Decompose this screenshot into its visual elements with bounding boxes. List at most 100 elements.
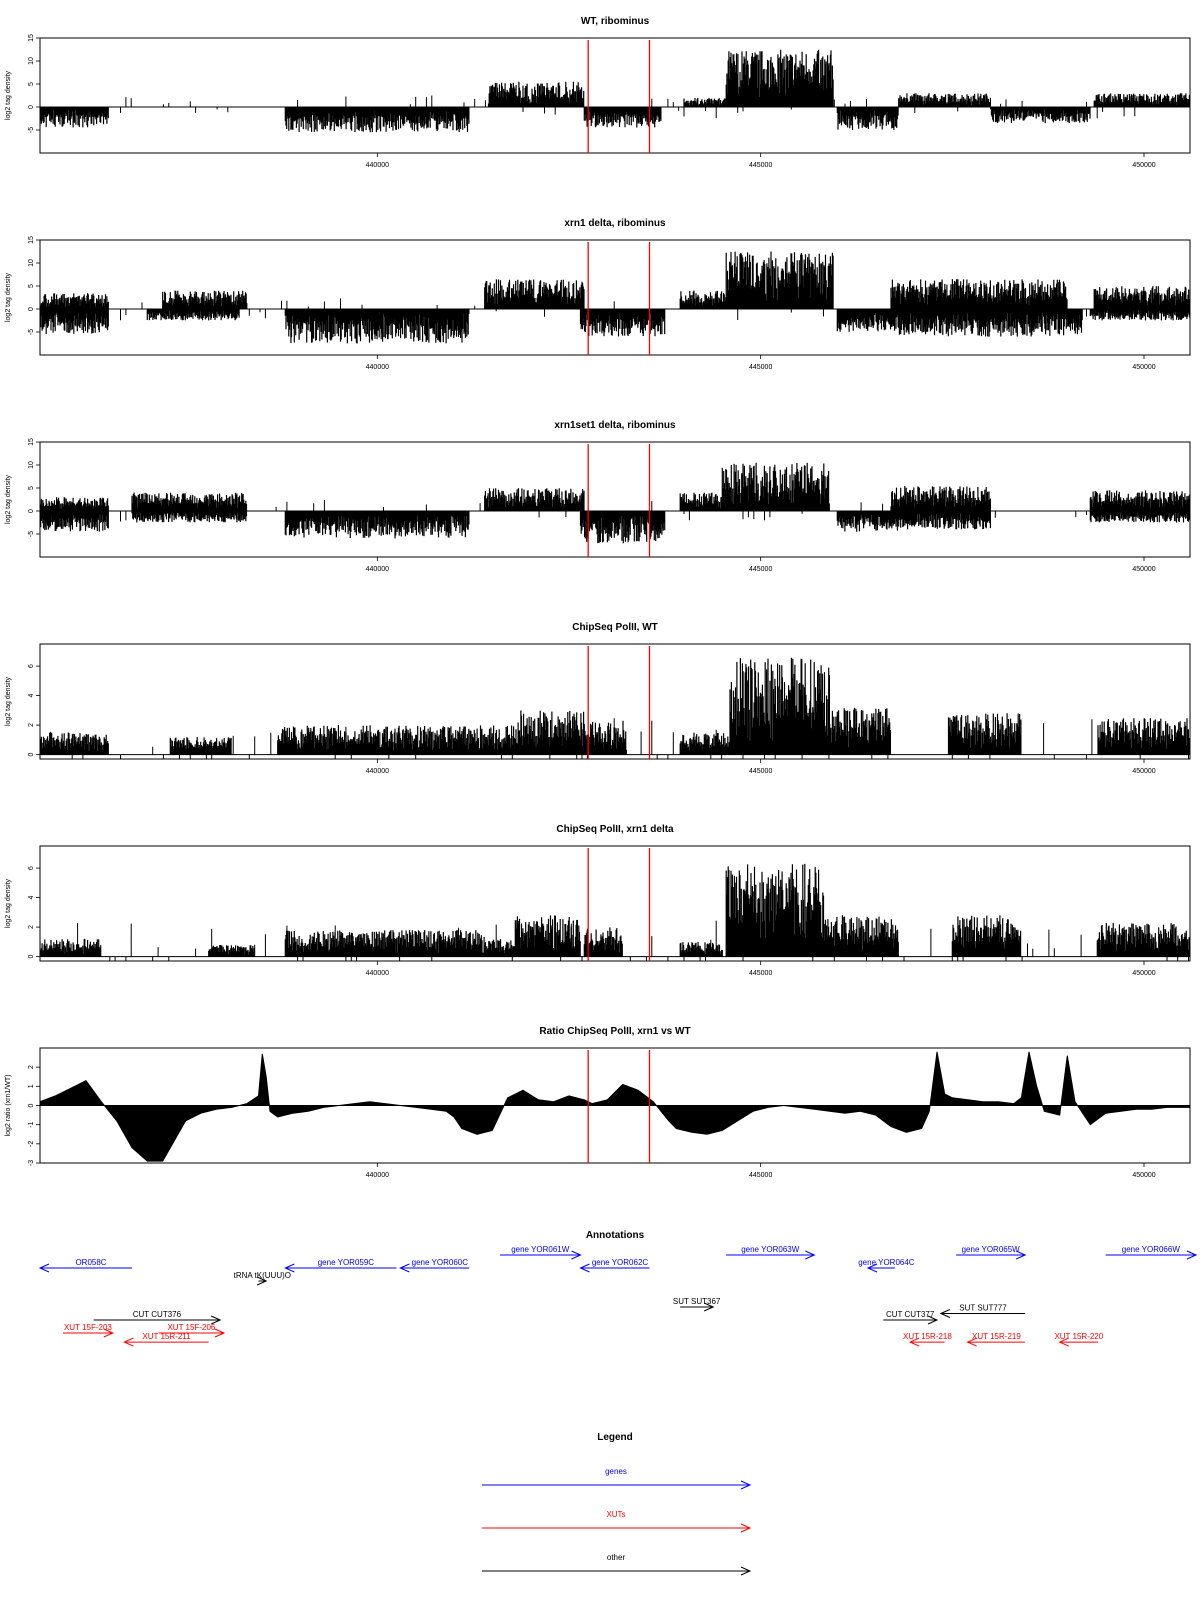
annotation-label: OR058C — [75, 1258, 106, 1267]
annotation-other-13: SUT SUT777 — [939, 1304, 1026, 1318]
panel-2: xrn1 delta, ribominus -5 0 5 10 15 log2 tag de… — [5, 218, 1191, 371]
signal-plus — [162, 290, 248, 309]
signal-plus — [583, 720, 627, 755]
signal-minus — [1089, 309, 1190, 321]
panel-title: xrn1 delta, ribominus — [564, 218, 666, 229]
sparse-signal — [50, 718, 1189, 759]
signal-plus — [898, 93, 991, 107]
ratio-area — [40, 1051, 1190, 1162]
arrow-head — [256, 1276, 268, 1286]
annotation-xut-14: XUT 15F-203 — [63, 1323, 115, 1338]
annotation-other-10: CUT CUT376 — [93, 1310, 222, 1325]
y-axis-label: log2 tag density — [5, 272, 12, 322]
arrow-head — [210, 1315, 222, 1325]
signal-minus — [898, 511, 991, 530]
legend-item-xut: XUTs — [482, 1510, 752, 1533]
y-axis-label: log2 tag density — [5, 676, 12, 726]
annotation-label: SUT SUT777 — [959, 1304, 1007, 1313]
y-tick-label: 4 — [28, 896, 35, 900]
data-layer — [40, 462, 1190, 544]
x-tick-label: 440000 — [366, 364, 389, 371]
y-tick-label: 6 — [28, 866, 35, 870]
signal-minus — [579, 511, 666, 544]
y-axis-label: log2 tag density — [5, 70, 12, 120]
y-axis-label: log2 tag density — [5, 878, 12, 928]
x-tick-label: 450000 — [1132, 162, 1155, 169]
signal-plus — [484, 279, 585, 309]
signal-plus — [729, 657, 830, 755]
annotation-label: XUT 15R-220 — [1054, 1332, 1103, 1341]
arrow-head — [908, 1337, 920, 1347]
arrow-head — [284, 1263, 295, 1273]
signal-minus — [40, 107, 109, 128]
signal-minus — [131, 511, 248, 523]
annotation-label: XUT 15F-206 — [167, 1323, 215, 1332]
legend-label: genes — [605, 1467, 627, 1476]
panel-4: ChipSeq PolII, WT 0 2 4 6 log2 tag density 440… — [5, 622, 1191, 775]
signal-minus — [836, 511, 899, 532]
signal-minus — [836, 309, 899, 332]
signal-minus — [990, 107, 1091, 124]
signal-plus — [484, 488, 585, 511]
x-tick-label: 445000 — [749, 970, 772, 977]
legend-arrow-head — [740, 1523, 752, 1533]
arrow-head — [123, 1337, 134, 1347]
annotation-gene-5: gene YOR063W — [726, 1245, 816, 1260]
y-tick-label: 5 — [28, 82, 35, 86]
signal-minus — [284, 309, 470, 344]
signal-plus — [131, 492, 248, 511]
arrow-head — [1186, 1250, 1198, 1260]
signal-plus — [951, 915, 1022, 957]
y-tick-label: 6 — [28, 664, 35, 668]
legend-label: XUTs — [606, 1510, 625, 1519]
signal-plus — [725, 863, 827, 957]
annotation-gene-1: gene YOR059C — [284, 1258, 397, 1273]
y-tick-label: 0 — [28, 753, 35, 757]
x-tick-label: 445000 — [749, 364, 772, 371]
annotation-label: XUT 15R-218 — [903, 1332, 952, 1341]
annotation-xut-15: XUT 15F-206 — [158, 1323, 226, 1338]
signal-plus — [679, 732, 731, 755]
y-tick-label: -5 — [28, 127, 35, 133]
annotation-xut-18: XUT 15R-219 — [966, 1332, 1026, 1347]
arrow-head — [38, 1263, 50, 1273]
signal-plus — [825, 915, 899, 957]
signal-minus — [836, 107, 899, 130]
annotations-title: Annotations — [586, 1230, 645, 1241]
annotation-xut-17: XUT 15R-218 — [903, 1332, 952, 1347]
arrow-head — [214, 1328, 226, 1338]
signal-plus — [683, 97, 727, 107]
annotation-label: gene YOR065W — [962, 1245, 1021, 1254]
annotation-label: CUT CUT376 — [133, 1310, 182, 1319]
x-tick-label: 440000 — [366, 566, 389, 573]
x-tick-label: 445000 — [749, 768, 772, 775]
plot-frame — [39, 239, 1191, 356]
signal-plus — [890, 486, 991, 511]
annotation-label: gene YOR060C — [412, 1258, 469, 1267]
signal-plus — [679, 290, 727, 309]
data-layer — [40, 1051, 1190, 1162]
signal-plus — [40, 938, 102, 957]
annotation-gene-6: gene YOR064C — [858, 1258, 915, 1273]
data-layer — [40, 863, 1190, 961]
signal-minus — [146, 309, 240, 321]
y-axis-label: log2 tag density — [5, 474, 12, 524]
y-tick-label: 10 — [28, 57, 35, 65]
sparse-signal — [44, 499, 1189, 523]
annotation-label: XUT 15R-219 — [972, 1332, 1021, 1341]
signal-minus — [579, 309, 666, 337]
annotation-gene-2: gene YOR060C — [399, 1258, 470, 1273]
legend-item-other: other — [482, 1553, 752, 1576]
y-tick-label: 0 — [28, 1103, 35, 1107]
signal-plus — [514, 915, 581, 957]
annotation-label: gene YOR062C — [592, 1258, 649, 1267]
panel-title: xrn1set1 delta, ribominus — [554, 420, 676, 431]
plot-frame — [39, 845, 1191, 962]
y-tick-label: 15 — [28, 438, 35, 446]
x-tick-label: 445000 — [749, 1172, 772, 1179]
annotation-label: gene YOR066W — [1122, 1245, 1181, 1254]
arrow-head — [866, 1263, 878, 1273]
arrow-head — [399, 1263, 410, 1273]
arrow-head — [939, 1309, 951, 1318]
